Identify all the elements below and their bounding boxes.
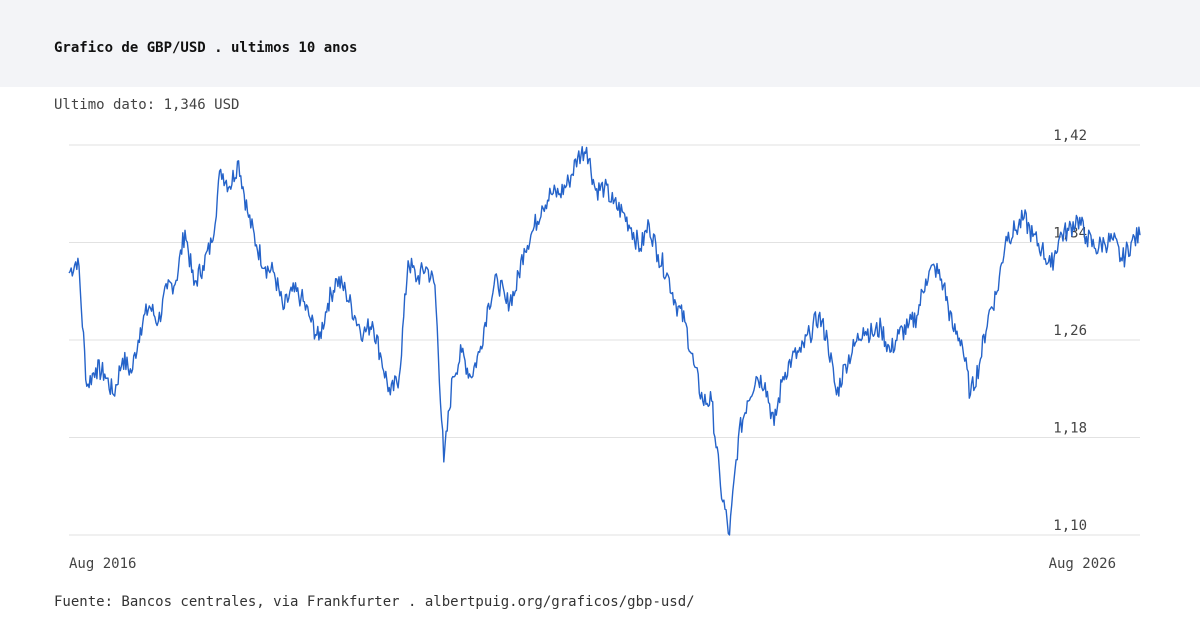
header-bar: Grafico de GBP/USD . ultimos 10 anos [0,0,1200,87]
y-tick-label: 1,42 [1053,128,1087,144]
chart-title: Grafico de GBP/USD . ultimos 10 anos [54,40,358,56]
series-line-gbp-usd [68,146,1141,536]
latest-value-text: Ultimo dato: 1,346 USD [54,97,240,113]
y-tick-label: 1,10 [1053,518,1087,534]
x-tick-label: Aug 2026 [1049,556,1116,572]
y-tick-label: 1,26 [1053,323,1087,339]
x-tick-label: Aug 2016 [69,556,136,572]
y-tick-label: 1,18 [1053,421,1087,437]
source-footer: Fuente: Bancos centrales, via Frankfurte… [54,594,695,610]
